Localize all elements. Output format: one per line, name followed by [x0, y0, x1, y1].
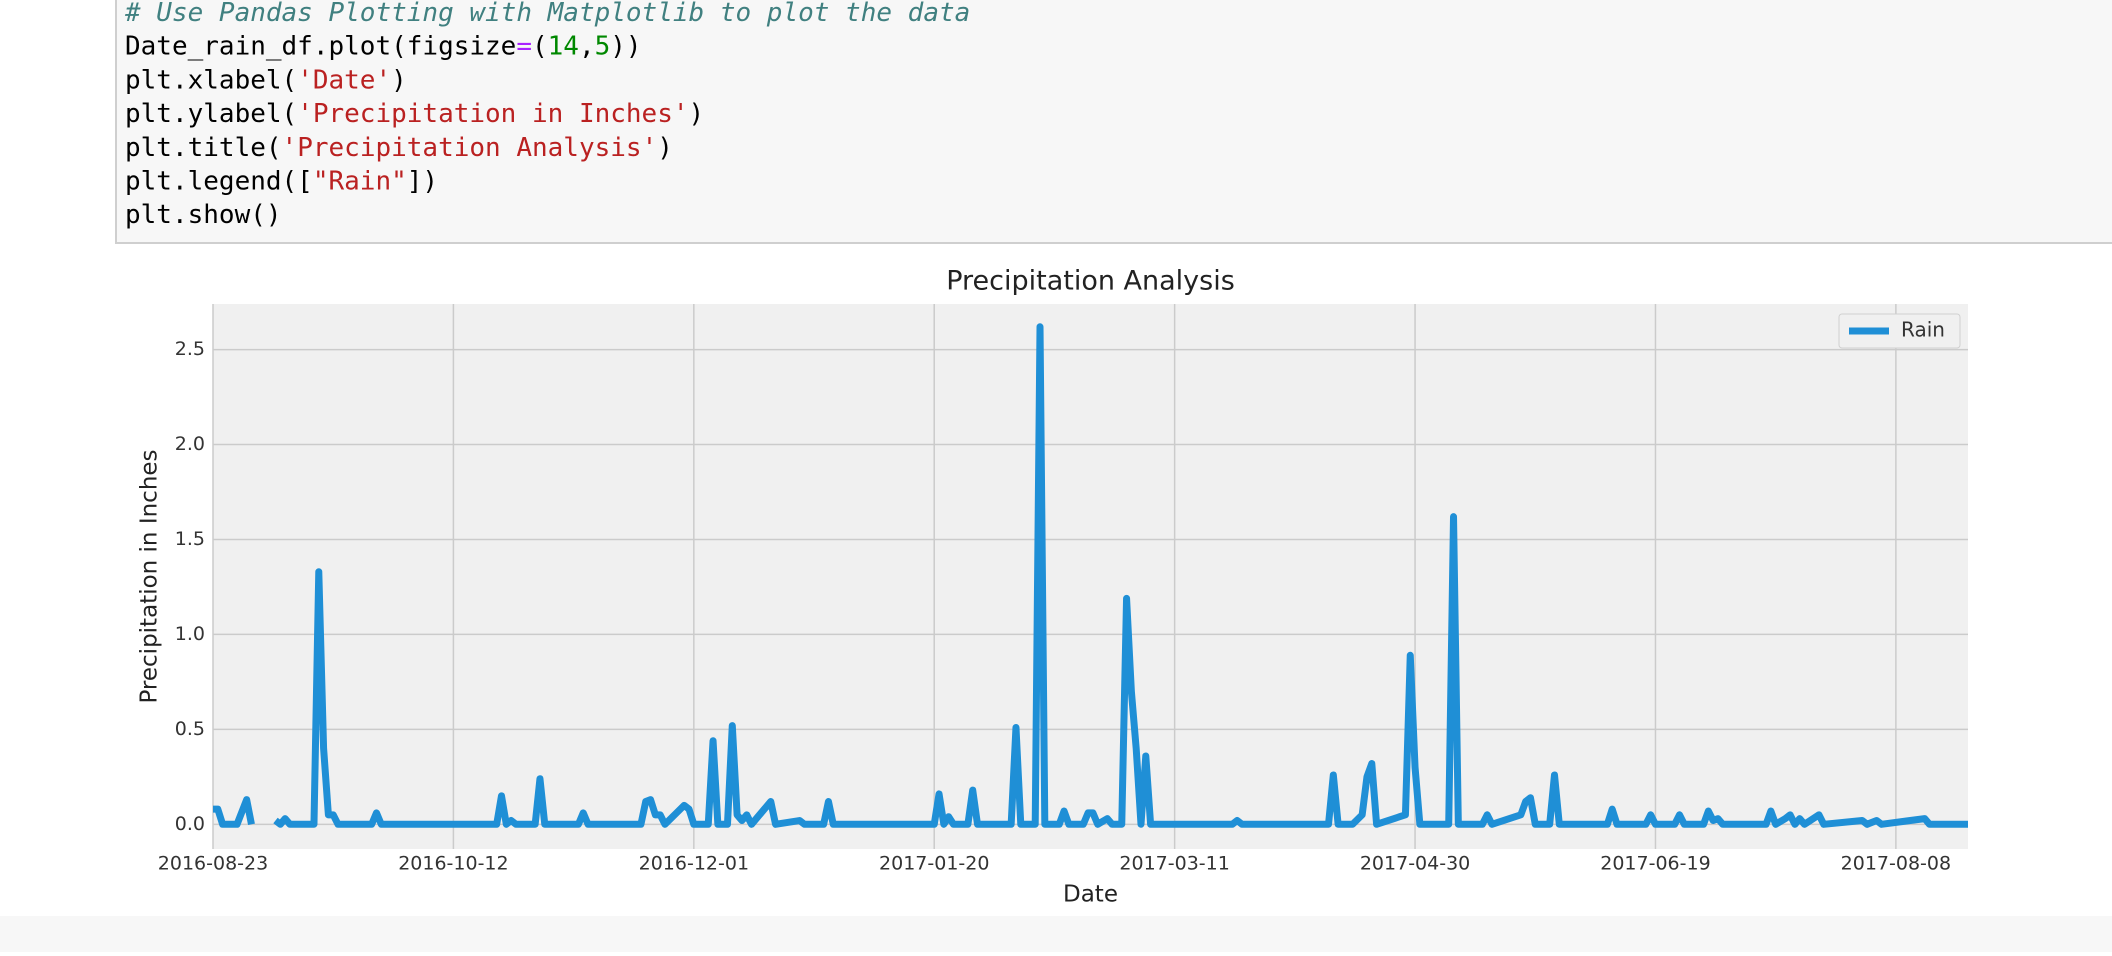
code-line: plt.ylabel('Precipitation in Inches'): [125, 99, 704, 129]
y-axis-label: Precipitation in Inches: [137, 449, 163, 703]
code-token: 'Precipitation in Inches': [297, 99, 688, 129]
code-line: plt.xlabel('Date'): [125, 65, 407, 95]
y-tick-label: 0.0: [175, 813, 205, 835]
chart: 0.0 0.5 1.0 1.5 2.0 2.5 2016-08-23 2016-10-12 20…: [137, 266, 1968, 908]
x-axis-label: Date: [1063, 882, 1118, 908]
code-token: 14: [548, 31, 579, 61]
code-block: # Use Pandas Plotting with Matplotlib to…: [124, 0, 970, 230]
y-tick-label: 2.0: [175, 433, 205, 455]
code-token: )): [610, 31, 641, 61]
code-token: 5: [595, 31, 611, 61]
code-token: plt.ylabel(: [125, 99, 297, 129]
code-line: plt.title('Precipitation Analysis'): [125, 132, 673, 162]
code-line: plt.show(): [125, 200, 282, 230]
y-tick-label: 2.5: [175, 338, 205, 360]
code-line: plt.legend(["Rain"]): [125, 166, 438, 196]
code-token: plt.show(): [125, 200, 282, 230]
x-tick-label: 2017-08-08: [1841, 853, 1951, 875]
plot-area: [213, 304, 1968, 849]
code-token: ): [689, 99, 705, 129]
code-token: ]): [407, 166, 438, 196]
x-tick-label: 2017-01-20: [879, 853, 989, 875]
legend-label: Rain: [1901, 318, 1945, 342]
code-token: 'Precipitation Analysis': [282, 132, 658, 162]
chart-title: Precipitation Analysis: [946, 266, 1235, 297]
x-tick-label: 2016-12-01: [639, 853, 749, 875]
x-tick-label: 2017-03-11: [1119, 853, 1229, 875]
footer-strip: [0, 916, 2112, 952]
code-token: "Rain": [313, 166, 407, 196]
code-token: Date_rain_df.plot(figsize: [125, 31, 516, 61]
code-line: # Use Pandas Plotting with Matplotlib to…: [124, 0, 970, 28]
y-tick-label: 1.5: [175, 528, 205, 550]
x-tick-label: 2016-10-12: [398, 853, 508, 875]
code-line: Date_rain_df.plot(figsize=(14,5)): [125, 31, 642, 61]
code-token: ): [391, 65, 407, 95]
code-token: ): [657, 132, 673, 162]
y-tick-label: 1.0: [175, 623, 205, 645]
x-tick-label: 2016-08-23: [158, 853, 268, 875]
x-tick-label: 2017-06-19: [1600, 853, 1710, 875]
code-token: =: [516, 31, 532, 61]
code-token: plt.xlabel(: [125, 65, 297, 95]
code-token: plt.legend([: [125, 166, 313, 196]
code-token: ,: [579, 31, 595, 61]
code-cell[interactable]: [115, 0, 2112, 244]
data-line: [213, 323, 1968, 828]
y-tick-label: 0.5: [175, 718, 205, 740]
code-token: (: [532, 31, 548, 61]
code-token: plt.title(: [125, 132, 282, 162]
code-token: # Use Pandas Plotting with Matplotlib to…: [124, 0, 970, 28]
x-tick-label: 2017-04-30: [1360, 853, 1470, 875]
legend-box: [1838, 313, 1961, 349]
code-token: 'Date': [297, 65, 391, 95]
